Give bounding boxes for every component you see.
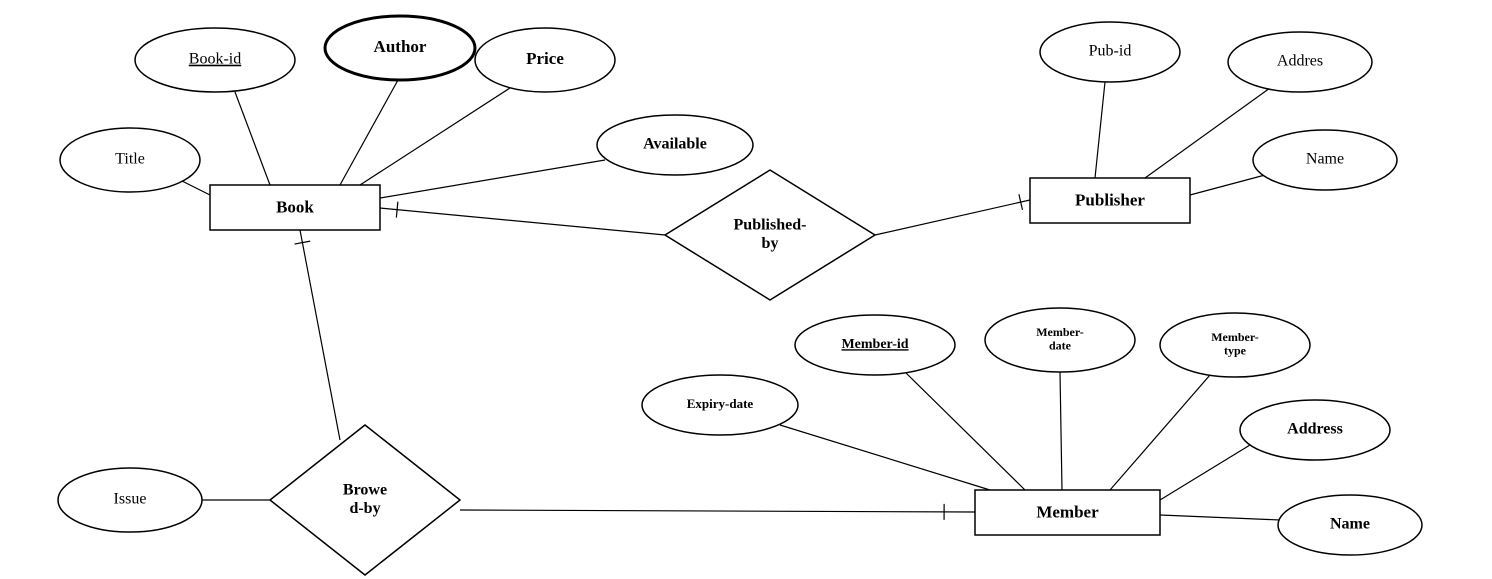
entity-book: Book	[210, 185, 380, 230]
attr-available: Available	[597, 115, 753, 175]
attr-book-id: Book-id	[135, 28, 295, 92]
attr-member-type: Member-type	[1160, 313, 1310, 377]
edge-price-book	[360, 88, 510, 185]
attr-pub-id: Pub-id	[1040, 22, 1180, 82]
edge-pub-name-publisher	[1190, 175, 1265, 195]
edge-member-type-member	[1110, 375, 1210, 490]
entity-publisher: Publisher	[1030, 178, 1190, 223]
attr-issue-label: Issue	[114, 491, 147, 508]
edge-member-date-member	[1060, 372, 1062, 490]
rel-browed-by-label: Browe	[343, 481, 387, 498]
attr-available-label: Available	[643, 136, 707, 153]
attr-title-label: Title	[115, 151, 145, 168]
attr-price: Price	[475, 28, 615, 92]
entity-publisher-label: Publisher	[1075, 190, 1145, 209]
attr-issue: Issue	[58, 468, 202, 532]
attr-member-id: Member-id	[795, 315, 955, 375]
attr-member-id-label: Member-id	[841, 337, 908, 352]
edge-expiry-date-member	[780, 425, 990, 490]
attr-member-type-label: Member-	[1211, 330, 1259, 344]
edge-browed-by-member	[460, 510, 975, 512]
edge-member-id-member	[905, 372, 1025, 490]
attr-addres-label: Addres	[1277, 53, 1323, 70]
attr-title: Title	[60, 128, 200, 192]
rel-browed-by-label: d-by	[349, 500, 380, 517]
attr-member-date: Member-date	[985, 308, 1135, 372]
attr-expiry-date: Expiry-date	[642, 375, 798, 435]
attr-expiry-date-label: Expiry-date	[687, 396, 754, 411]
rel-published-by: Published-by	[665, 170, 875, 300]
entity-member-label: Member	[1036, 502, 1099, 521]
edge-title-book	[180, 180, 210, 195]
entity-book-label: Book	[276, 197, 314, 216]
attr-member-date-label: Member-	[1036, 325, 1084, 339]
edge-book-published-by	[380, 208, 665, 235]
rel-browed-by: Browe d-by	[270, 425, 460, 575]
edge-book-id-book	[235, 92, 270, 185]
rel-published-by-label: by	[762, 235, 779, 252]
attr-pub-name-label: Name	[1306, 151, 1344, 168]
er-diagram: Title Book-id Author Price Available Pub-id Ad…	[0, 0, 1492, 579]
attr-mem-address: Address	[1240, 400, 1390, 460]
attr-price-label: Price	[526, 49, 564, 68]
rel-published-by-label: Published-	[734, 216, 807, 233]
edge-mem-address-member	[1160, 445, 1250, 500]
attr-author: Author	[325, 16, 475, 80]
attr-mem-name: Name	[1278, 495, 1422, 555]
attr-pub-id-label: Pub-id	[1089, 43, 1132, 60]
attr-author-label: Author	[374, 37, 427, 56]
attr-book-id-label: Book-id	[189, 51, 241, 68]
edge-book-browed-by	[300, 230, 340, 440]
edge-pub-id-publisher	[1095, 82, 1105, 178]
edge-author-book	[340, 80, 398, 185]
attr-member-date-label: date	[1049, 338, 1072, 352]
attr-addres: Addres	[1228, 32, 1372, 92]
attr-member-type-label: type	[1224, 343, 1247, 357]
attr-mem-address-label: Address	[1287, 421, 1343, 438]
attr-pub-name: Name	[1253, 130, 1397, 190]
edge-published-by-publisher	[875, 200, 1030, 235]
entity-member: Member	[975, 490, 1160, 535]
attr-mem-name-label: Name	[1330, 516, 1370, 533]
edge-mem-name-member	[1160, 515, 1280, 520]
edge-available-book	[380, 160, 605, 198]
edge-addres-publisher	[1145, 88, 1270, 178]
